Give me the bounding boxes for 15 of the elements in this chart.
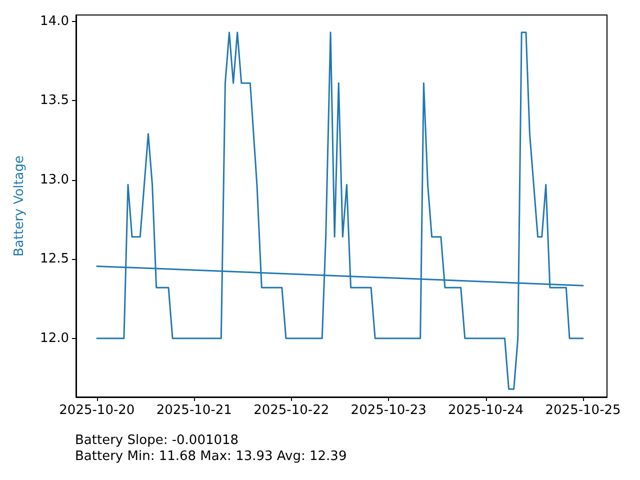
x-tick-label: 2025-10-20 [59, 403, 135, 418]
x-tick-label: 2025-10-25 [545, 403, 621, 418]
y-tick-label: 13.5 [40, 93, 69, 108]
text: Battery Min: 11.68 Max: 13.93 Avg: 12.39 [75, 449, 347, 465]
x-tick-label: 2025-10-24 [448, 403, 524, 418]
x-tick-label: 2025-10-22 [254, 403, 330, 418]
y-tick-label: 12.0 [40, 330, 69, 346]
y-tick-label: 12.5 [40, 252, 69, 267]
y-tick-label: 14.0 [40, 14, 69, 29]
line-series [96, 32, 584, 390]
x-tick-label: 2025-10-23 [350, 403, 426, 418]
x-tick-label: 2025-10-21 [156, 403, 232, 418]
y-axis-title: Battery Voltage [12, 155, 27, 257]
text: Battery Slope: -0.001018 [75, 433, 240, 449]
y-tick-label: 13.0 [40, 172, 69, 188]
